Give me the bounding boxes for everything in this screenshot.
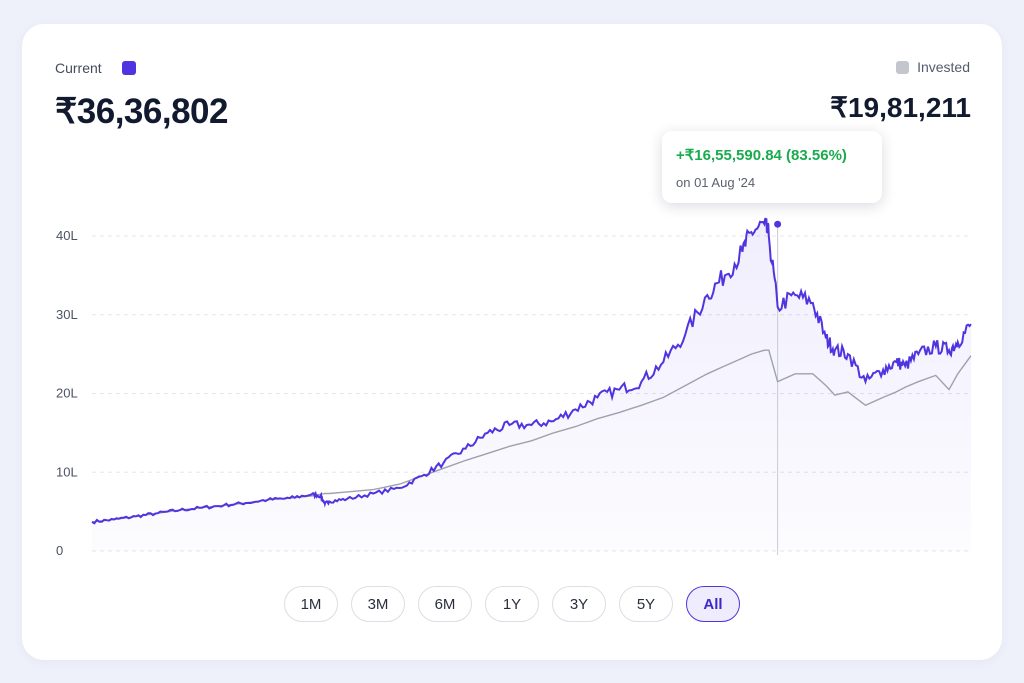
series-line-invested xyxy=(91,349,972,523)
portfolio-card xyxy=(22,24,1002,660)
y-axis-ticks: 0 10L 20L 30L 40L xyxy=(56,228,78,558)
invested-legend-swatch xyxy=(896,60,910,74)
current-area-fill xyxy=(92,218,971,551)
invested-value: ₹19,81,211 xyxy=(830,92,971,123)
hover-tooltip: +₹16,55,590.84 (83.56%) on 01 Aug '24 xyxy=(662,131,882,203)
range-3m-button[interactable]: 3M xyxy=(351,586,405,622)
range-3y-button[interactable]: 3Y xyxy=(552,586,606,622)
range-all-button[interactable]: All xyxy=(686,586,740,622)
invested-label: Invested xyxy=(917,59,970,75)
y-tick-label: 0 xyxy=(56,543,63,558)
range-1m-button[interactable]: 1M xyxy=(284,586,338,622)
hover-point xyxy=(774,220,782,228)
y-tick-label: 20L xyxy=(56,386,78,401)
current-legend-swatch xyxy=(122,61,136,75)
current-label: Current xyxy=(55,60,102,76)
tooltip-gain: +₹16,55,590.84 (83.56%) xyxy=(676,147,847,164)
range-5y-button[interactable]: 5Y xyxy=(619,586,673,622)
y-tick-label: 30L xyxy=(56,307,78,322)
range-1y-button[interactable]: 1Y xyxy=(485,586,539,622)
current-value: ₹36,36,802 xyxy=(55,92,228,131)
tooltip-date: on 01 Aug '24 xyxy=(676,175,756,190)
y-tick-label: 10L xyxy=(56,464,78,479)
range-6m-button[interactable]: 6M xyxy=(418,586,472,622)
time-range-selector: 1M 3M 6M 1Y 3Y 5Y All xyxy=(284,586,740,622)
y-tick-label: 40L xyxy=(56,228,78,243)
series-line-current xyxy=(91,217,972,525)
invested-legend: Invested xyxy=(896,59,970,75)
